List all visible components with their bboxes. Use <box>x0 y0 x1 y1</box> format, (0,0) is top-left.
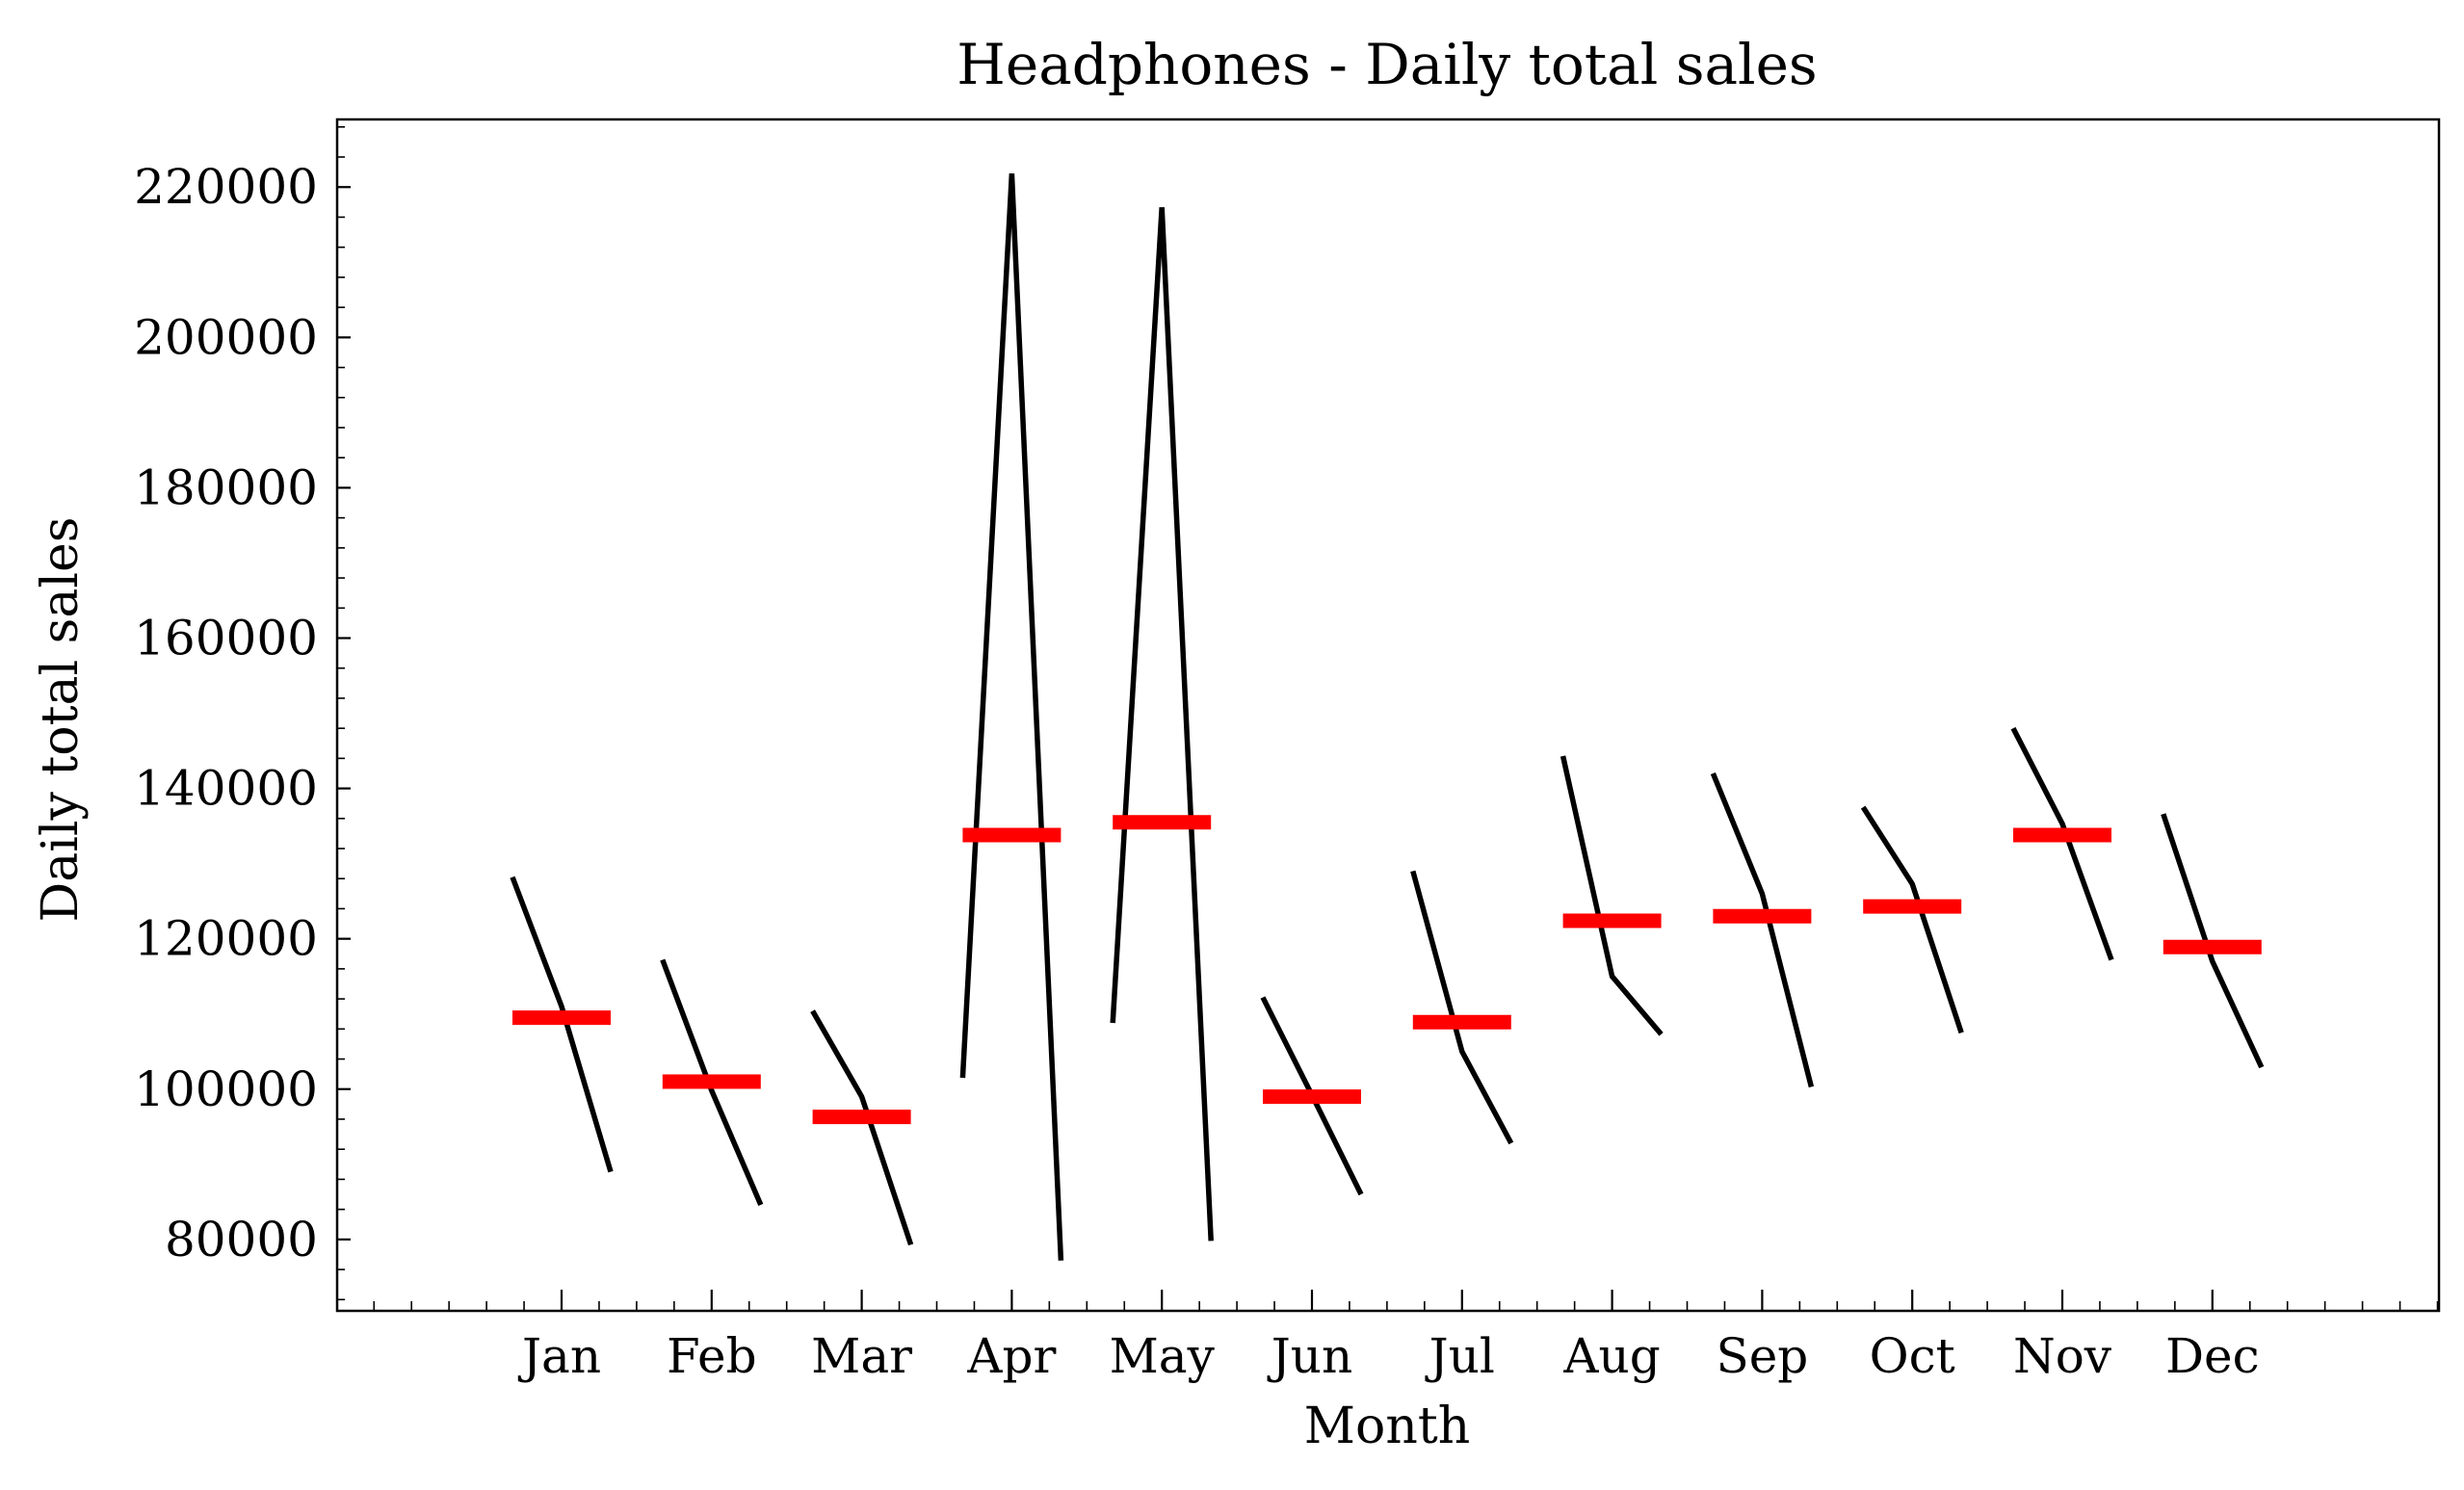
series-line-jan <box>510 876 614 1173</box>
series-line-apr <box>959 173 1064 1261</box>
x-tick-label-oct: Oct <box>1870 1328 1955 1384</box>
y-tick-label: 80000 <box>165 1212 318 1268</box>
series-line-sep <box>1710 771 1815 1088</box>
x-axis-label: Month <box>1304 1398 1470 1455</box>
series-line-aug <box>1560 755 1664 1036</box>
series-line-jul <box>1410 870 1514 1145</box>
x-tick-label-nov: Nov <box>2013 1328 2112 1384</box>
x-tick-label-jan: Jan <box>517 1328 601 1384</box>
y-axis-label: Daily total sales <box>32 517 90 923</box>
y-tick-label: 100000 <box>134 1061 318 1117</box>
x-tick-label-mar: Mar <box>811 1328 912 1384</box>
x-axis-ticks <box>373 1290 2439 1311</box>
chart-title: Headphones - Daily total sales <box>957 32 1817 97</box>
y-tick-label: 220000 <box>134 159 318 215</box>
y-tick-label: 120000 <box>134 911 318 967</box>
y-tick-label: 140000 <box>134 761 318 817</box>
plot-layer <box>510 173 2265 1261</box>
y-tick-label: 180000 <box>134 459 318 515</box>
x-tick-label-sep: Sep <box>1716 1328 1808 1384</box>
x-tick-label-may: May <box>1110 1328 1216 1384</box>
plot-frame <box>335 118 2441 1313</box>
y-axis-ticks <box>337 126 351 1301</box>
x-tick-label-dec: Dec <box>2165 1328 2260 1384</box>
series-line-dec <box>2161 813 2265 1069</box>
series-line-nov <box>2010 726 2114 961</box>
series-line-mar <box>810 1009 914 1246</box>
x-tick-label-apr: Apr <box>966 1328 1056 1384</box>
series-line-may <box>1110 207 1214 1242</box>
series-line-oct <box>1860 805 1964 1034</box>
series-line-feb <box>660 958 764 1207</box>
y-tick-label: 200000 <box>134 309 318 365</box>
x-tick-label-jul: Jul <box>1425 1328 1495 1384</box>
x-tick-label-aug: Aug <box>1562 1328 1660 1384</box>
y-axis-tick-labels: 80000 100000 120000 140000 160000 180000 20000… <box>134 159 318 1268</box>
y-tick-label: 160000 <box>134 611 318 667</box>
x-axis-tick-labels: Jan Feb Mar Apr May Jun Jul Aug Sep Oct Nov Dec <box>517 1328 2260 1384</box>
axes-layer: 80000 100000 120000 140000 160000 180000 20000… <box>134 118 2441 1384</box>
x-tick-label-feb: Feb <box>667 1328 757 1384</box>
x-tick-label-jun: Jun <box>1267 1328 1352 1384</box>
